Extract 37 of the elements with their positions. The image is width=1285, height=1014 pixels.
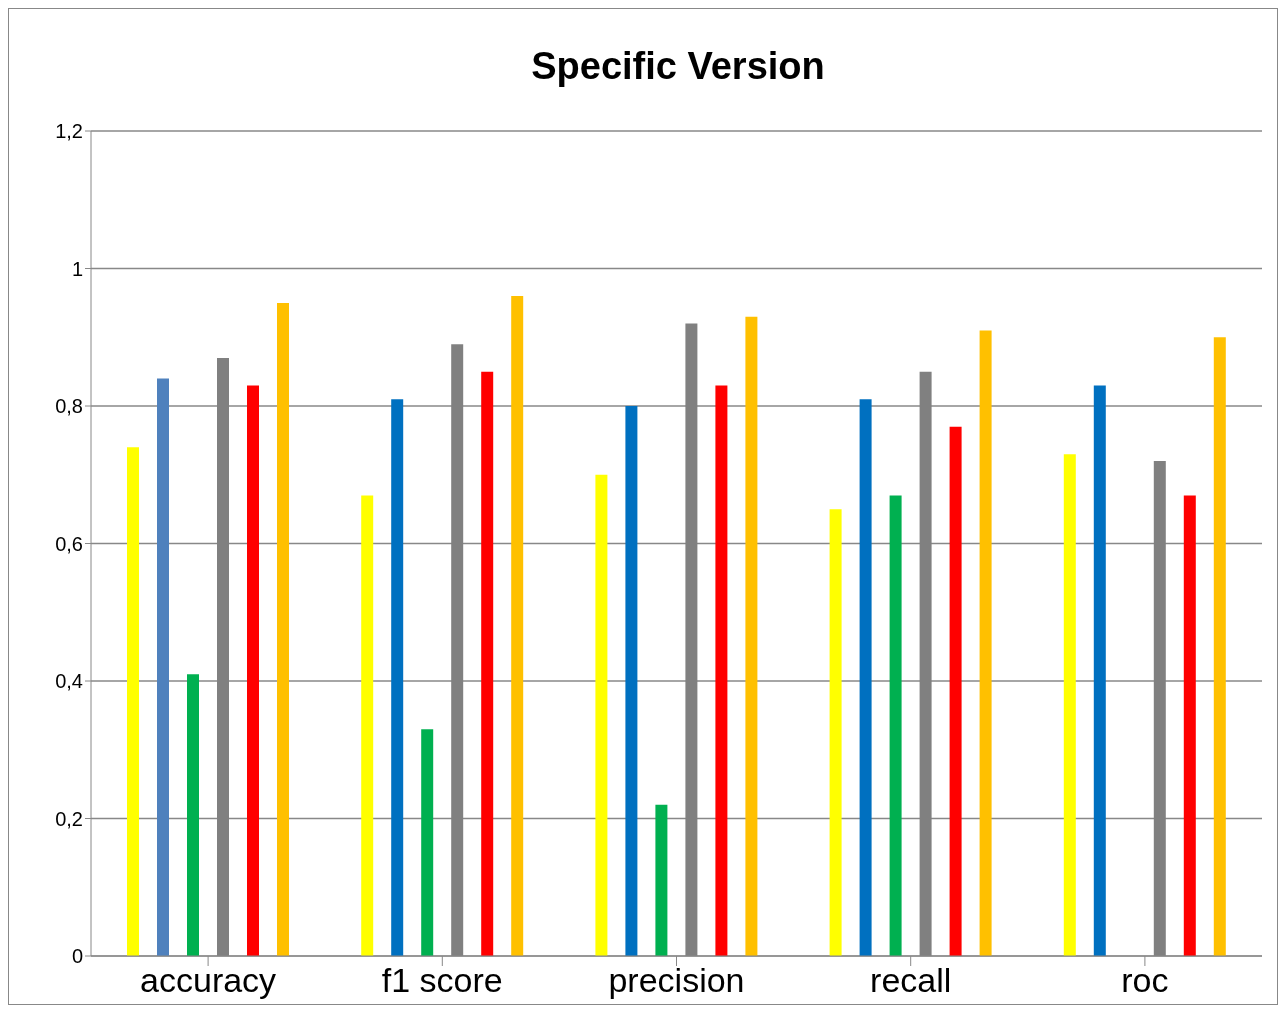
y-tick-label: 0,6 — [55, 532, 83, 555]
y-tick-label: 1,2 — [55, 120, 83, 143]
bar — [655, 804, 668, 956]
bar — [889, 495, 902, 956]
bar — [745, 316, 758, 956]
y-tick-label: 1 — [71, 257, 83, 280]
x-tick-label: recall — [870, 961, 952, 1000]
y-tick-label: 0,8 — [55, 395, 83, 418]
bar — [157, 378, 169, 956]
bar — [247, 385, 259, 956]
x-tick-label: f1 score — [381, 961, 503, 1000]
x-tick-label: roc — [1121, 961, 1169, 1000]
y-tick-label: 0,2 — [55, 807, 83, 830]
bar — [625, 406, 638, 956]
bar — [715, 385, 728, 956]
y-tick-label: 0,4 — [55, 670, 83, 693]
bar — [511, 296, 524, 956]
x-tick-label: accuracy — [140, 961, 277, 1000]
bar — [127, 447, 139, 956]
bar — [595, 474, 608, 956]
bar — [1093, 385, 1106, 956]
bar — [1063, 454, 1076, 956]
x-tick-label: precision — [608, 961, 745, 1000]
y-tick-label: 0 — [71, 945, 83, 968]
bar — [391, 399, 404, 956]
bar — [949, 426, 962, 956]
bar — [481, 371, 494, 956]
chart-title: Specific Version — [530, 44, 826, 89]
bar — [859, 399, 872, 956]
bar — [1183, 495, 1196, 956]
bar — [277, 302, 289, 956]
bar — [829, 509, 842, 956]
bar — [979, 330, 992, 956]
bar — [361, 495, 374, 956]
bar — [187, 674, 199, 956]
bar — [421, 729, 434, 956]
bar — [1213, 337, 1226, 956]
